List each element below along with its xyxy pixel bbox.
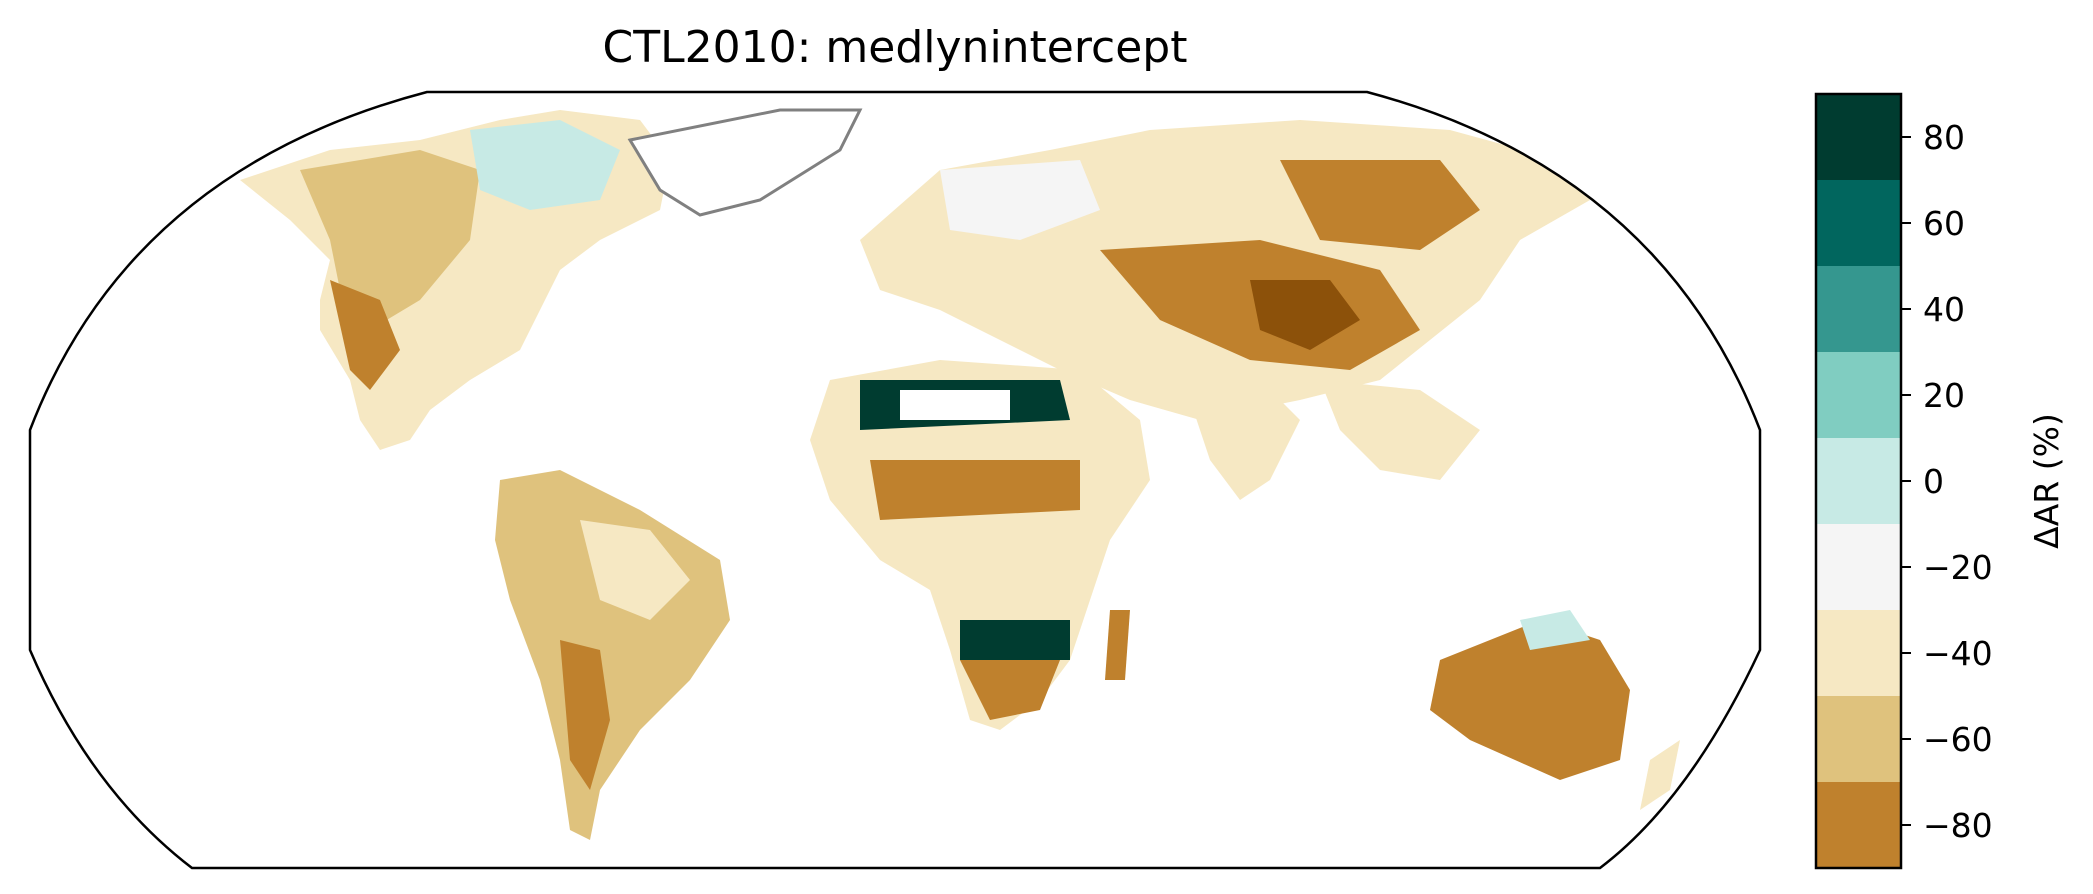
colorbar-tick-label: 0: [1923, 462, 1944, 501]
land-north-america-drier: [330, 280, 400, 390]
colorbar-bin: [1816, 610, 1901, 696]
colorbar-tick-label: 40: [1923, 290, 1965, 329]
colorbar-tick-label: 20: [1923, 376, 1965, 415]
colorbar-bins: [1816, 94, 1901, 868]
colorbar-label: ΔAR (%): [2027, 413, 2066, 549]
colorbar-ticks: 80 60 40 20 0 −20 −40 −60 −80: [1901, 118, 1993, 845]
land-new-zealand: [1640, 740, 1680, 810]
land-india: [1190, 390, 1300, 500]
colorbar-bin: [1816, 438, 1901, 524]
land-arctic-canada: [470, 120, 620, 210]
map-title: CTL2010: medlynintercept: [602, 22, 1188, 73]
colorbar-tick-label: 60: [1923, 204, 1965, 243]
colorbar-tick-label: −80: [1923, 806, 1993, 845]
land-north-europe: [940, 160, 1100, 240]
land-southern-africa-green: [960, 620, 1070, 660]
land-mongolia-driest: [1250, 280, 1360, 350]
world-map: [28, 90, 1762, 870]
land-madagascar: [1105, 610, 1130, 680]
land-southeast-asia: [1320, 380, 1480, 480]
land-south-america-dry: [560, 640, 610, 790]
colorbar-tick-label: 80: [1923, 118, 1965, 157]
land-layer: [240, 108, 1680, 840]
colorbar-tick-label: −20: [1923, 548, 1993, 587]
land-sahara-white: [900, 390, 1010, 420]
colorbar-bin: [1816, 266, 1901, 352]
colorbar-bin: [1816, 696, 1901, 782]
colorbar-bin: [1816, 524, 1901, 610]
land-australia-north: [1520, 610, 1590, 650]
land-southern-africa-dry: [960, 660, 1060, 720]
land-sahel-dry: [870, 460, 1080, 520]
colorbar-tick-label: −40: [1923, 634, 1993, 673]
colorbar-bin: [1816, 782, 1901, 868]
land-greenland: [627, 108, 863, 217]
colorbar-bin: [1816, 94, 1901, 180]
land-south-america-light: [580, 520, 690, 620]
colorbar-bin: [1816, 180, 1901, 266]
land-australia: [1430, 620, 1630, 780]
land-north-america-dry: [300, 150, 480, 330]
land-siberia-dry: [1280, 160, 1480, 250]
colorbar-frame: [1814, 92, 1903, 870]
map-frame: [28, 90, 1762, 870]
colorbar-tick-label: −60: [1923, 720, 1993, 759]
colorbar-bin: [1816, 352, 1901, 438]
